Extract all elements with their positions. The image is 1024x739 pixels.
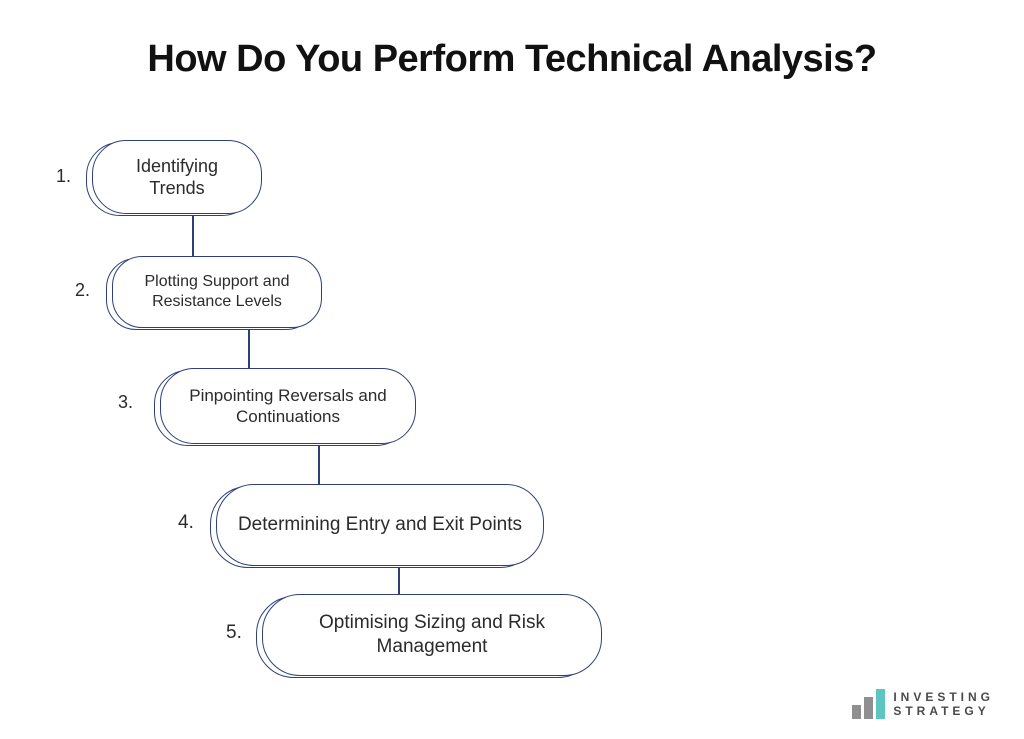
brand-text: INVESTING STRATEGY: [893, 691, 994, 719]
step-node-4-label: Determining Entry and Exit Points: [216, 484, 544, 566]
step-number-1: 1.: [56, 166, 71, 187]
connector-1-2: [192, 214, 194, 256]
infographic-canvas: How Do You Perform Technical Analysis? 1…: [0, 0, 1024, 739]
step-node-1-label: Identifying Trends: [92, 140, 262, 214]
step-node-2: Plotting Support and Resistance Levels: [112, 256, 322, 328]
brand-logo: INVESTING STRATEGY: [852, 689, 994, 719]
bar-1: [852, 705, 861, 719]
step-node-2-label: Plotting Support and Resistance Levels: [112, 256, 322, 328]
step-node-4: Determining Entry and Exit Points: [216, 484, 544, 566]
step-node-5-label: Optimising Sizing and Risk Management: [262, 594, 602, 676]
step-node-3-label: Pinpointing Reversals and Continuations: [160, 368, 416, 444]
step-number-4: 4.: [178, 512, 194, 534]
bars-icon: [852, 689, 885, 719]
bar-3: [876, 689, 885, 719]
step-node-5: Optimising Sizing and Risk Management: [262, 594, 602, 676]
bar-2: [864, 697, 873, 719]
step-number-2: 2.: [75, 280, 90, 301]
connector-2-3: [248, 328, 250, 368]
connector-3-4: [318, 444, 320, 484]
step-node-3: Pinpointing Reversals and Continuations: [160, 368, 416, 444]
page-title: How Do You Perform Technical Analysis?: [0, 38, 1024, 81]
step-number-5: 5.: [226, 622, 242, 644]
connector-4-5: [398, 566, 400, 594]
step-node-1: Identifying Trends: [92, 140, 262, 214]
brand-line-2: STRATEGY: [893, 705, 994, 719]
step-number-3: 3.: [118, 392, 133, 413]
brand-line-1: INVESTING: [893, 691, 994, 705]
